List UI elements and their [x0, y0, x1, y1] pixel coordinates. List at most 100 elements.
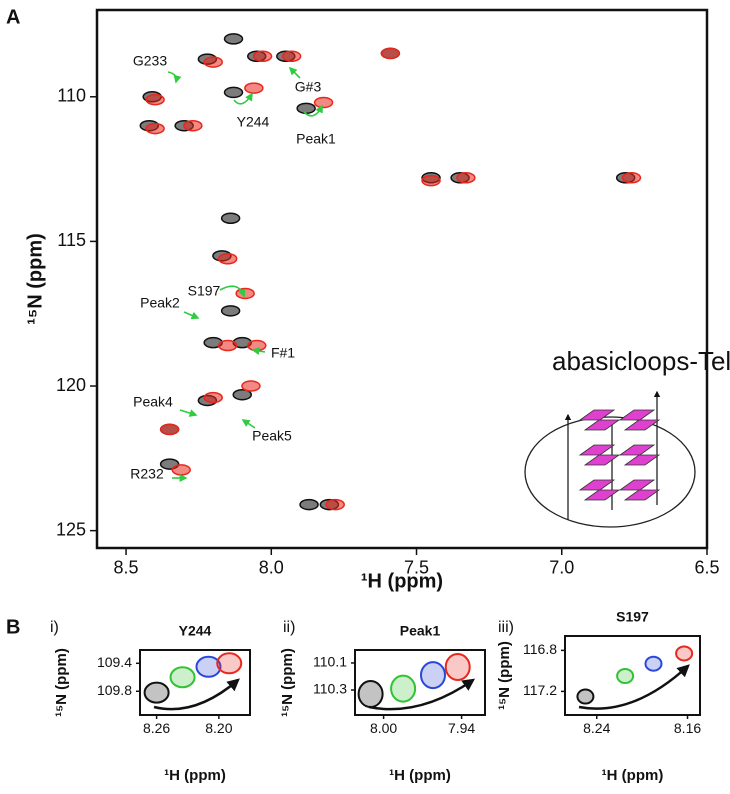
x-tick-label: 8.16: [674, 720, 701, 736]
peak: [357, 680, 384, 709]
annotation-arrow: [288, 66, 301, 79]
peak: [325, 498, 345, 511]
peak: [296, 102, 316, 115]
inset-title: Y244: [179, 623, 212, 639]
peak: [616, 668, 635, 685]
x-tick-label: 7.94: [448, 720, 475, 736]
panel-label: A: [6, 6, 20, 28]
plot-frame: [139, 649, 251, 716]
peak: [241, 380, 261, 392]
peak: [169, 666, 196, 689]
annotation-arrow: [179, 409, 198, 417]
peak: [420, 661, 446, 690]
peak: [244, 82, 264, 94]
inset-title: Peak1: [400, 623, 441, 639]
y-tick-label: 110.3: [313, 681, 347, 697]
peak: [232, 388, 252, 401]
peak: [220, 212, 241, 225]
y-tick-label: 109.8: [97, 682, 132, 698]
peak-annotation: Y244: [237, 114, 270, 130]
peak: [421, 174, 441, 187]
peak-annotation: Peak2: [140, 295, 180, 311]
peak-annotation: R232: [130, 466, 164, 482]
x-tick-label: 8.0: [259, 557, 284, 577]
annotation-arrow: [251, 347, 266, 355]
x-tick-label: 6.5: [694, 557, 719, 577]
x-axis-label: ¹H (ppm): [389, 767, 451, 784]
peak: [299, 498, 319, 511]
peak: [444, 653, 471, 682]
x-tick-label: 7.5: [404, 557, 429, 577]
annotation-arrow: [183, 311, 200, 320]
x-tick-label: 8.26: [143, 720, 170, 736]
peak: [171, 464, 191, 476]
peak: [203, 391, 223, 404]
peak-annotation: S197: [188, 283, 221, 299]
annotation-arrow: [167, 71, 182, 84]
peak-annotation: Peak5: [252, 428, 292, 444]
peak-annotation: G233: [133, 53, 167, 69]
x-tick-label: 8.24: [583, 720, 610, 736]
peak: [223, 86, 244, 99]
shift-arrow: [368, 678, 476, 711]
peak: [217, 339, 238, 352]
annotation-arrow: [233, 92, 253, 105]
plot-frame: [564, 635, 701, 716]
peak: [675, 645, 694, 662]
x-tick-label: 8.20: [205, 720, 232, 736]
peak: [145, 122, 165, 135]
y-tick-label: 120: [56, 375, 86, 395]
peak-annotation: Peak1: [296, 131, 336, 147]
inset-title: S197: [616, 609, 649, 625]
annotation-arrow: [241, 419, 256, 429]
y-axis-label: ¹⁵N (ppm): [496, 641, 513, 710]
peak: [143, 681, 170, 704]
peak: [235, 287, 255, 300]
peak: [313, 96, 334, 109]
y-tick-label: 109.4: [97, 654, 132, 670]
peak: [216, 652, 243, 675]
peak: [252, 50, 273, 63]
peak-annotation: Peak4: [133, 394, 173, 410]
peak: [203, 56, 223, 68]
peak: [281, 50, 302, 63]
plot-frame: [95, 8, 709, 550]
peak-annotation: F#1: [271, 345, 295, 361]
peak: [159, 423, 180, 436]
x-tick-label: 8.5: [114, 557, 139, 577]
panel-label: B: [6, 616, 20, 638]
y-tick-label: 117.2: [523, 682, 557, 698]
shift-arrow: [578, 664, 690, 710]
peak: [456, 172, 476, 184]
y-tick-label: 110: [57, 86, 86, 106]
y-axis-label: ¹⁵N (ppm): [279, 648, 296, 717]
shift-arrow: [153, 678, 240, 711]
x-axis-label: ¹H (ppm): [602, 767, 664, 784]
quadruplex-diagram: [524, 390, 696, 528]
peak: [247, 339, 267, 352]
peak: [220, 305, 241, 317]
subpanel-label: ii): [283, 619, 295, 636]
peak-annotation: G#3: [295, 79, 322, 95]
peak: [217, 253, 238, 265]
peak: [223, 33, 244, 45]
peak: [576, 688, 595, 705]
y-tick-label: 110.1: [313, 654, 347, 670]
x-axis-label: ¹H (ppm): [361, 570, 443, 592]
peak: [183, 119, 203, 132]
peak: [621, 172, 642, 184]
subpanel-label: i): [50, 619, 59, 636]
peak: [380, 47, 401, 60]
peak: [390, 674, 417, 703]
peak: [145, 93, 165, 106]
y-axis-label: ¹⁵N (ppm): [24, 233, 46, 325]
annotation-arrow: [219, 285, 246, 298]
sample-label: abasicloops-Tel22: [552, 346, 730, 376]
y-tick-label: 115: [57, 230, 86, 250]
subpanel-label: iii): [498, 619, 514, 636]
y-tick-label: 116.8: [523, 641, 557, 657]
peak: [644, 655, 663, 672]
x-axis-label: ¹H (ppm): [164, 767, 226, 784]
x-tick-label: 8.00: [370, 720, 397, 736]
